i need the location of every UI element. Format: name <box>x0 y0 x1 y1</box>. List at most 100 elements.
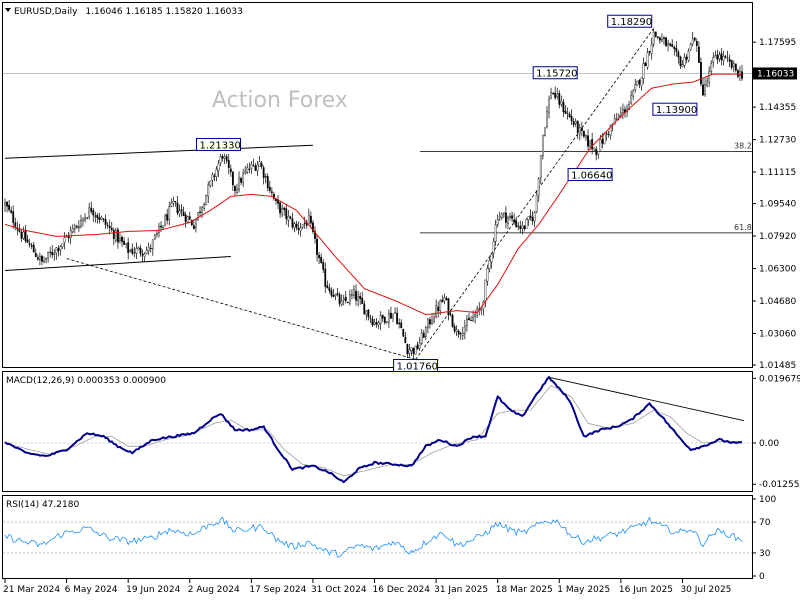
candle-body-182 <box>377 322 380 326</box>
candle-60 <box>127 237 130 260</box>
collapse-triangle-icon[interactable] <box>5 8 11 12</box>
candle-body-21 <box>47 251 50 259</box>
candle-body-323 <box>667 43 669 46</box>
candle-217 <box>449 309 452 317</box>
candle-body-125 <box>260 163 263 167</box>
candle-body-126 <box>262 167 265 178</box>
candle-226 <box>468 312 470 321</box>
main-y-tick-label-8: 1.03060 <box>759 329 796 339</box>
candle-174 <box>361 291 364 304</box>
price-annotation-1: 1.01760 <box>393 358 439 372</box>
candle-136 <box>283 206 286 216</box>
fib-level-label-1: 61.8 <box>734 223 752 232</box>
candle-153 <box>318 252 320 265</box>
candle-body-321 <box>663 37 665 39</box>
candle-45 <box>96 213 99 224</box>
candle-body-117 <box>244 170 247 173</box>
candle-268 <box>554 86 557 100</box>
main-y-tick-label-0: 1.17595 <box>759 38 796 48</box>
candle-99 <box>207 181 210 204</box>
candle-body-45 <box>96 215 99 219</box>
candle-body-24 <box>53 253 56 255</box>
candle-345 <box>712 52 715 68</box>
candle-body-325 <box>671 44 674 48</box>
candle-body-250 <box>517 225 520 227</box>
candle-body-316 <box>652 31 655 45</box>
candle-body-255 <box>527 216 530 221</box>
price-annotation-label-0: 1.21330 <box>200 140 241 151</box>
candle-body-162 <box>336 293 339 295</box>
candle-body-27 <box>59 246 62 251</box>
candle-body-83 <box>174 201 177 203</box>
candle-287 <box>593 147 596 151</box>
candle-289 <box>597 150 600 159</box>
candle-body-18 <box>41 255 43 262</box>
candle-body-341 <box>704 83 706 95</box>
candle-348 <box>718 51 721 63</box>
candle-135 <box>281 204 284 218</box>
candle-84 <box>176 195 179 216</box>
candle-343 <box>708 66 711 88</box>
candle-body-66 <box>139 247 142 254</box>
candle-body-218 <box>451 314 454 327</box>
ohlc-readout: 1.16046 1.16185 1.15820 1.16033 <box>85 7 242 17</box>
candle-122 <box>254 163 257 172</box>
candle-265 <box>548 95 550 119</box>
candle-body-294 <box>607 134 610 136</box>
candle-body-183 <box>379 315 382 324</box>
candle-body-53 <box>112 230 115 239</box>
candle-body-56 <box>119 238 121 241</box>
candle-109 <box>227 153 230 175</box>
candle-body-268 <box>554 92 557 98</box>
candle-278 <box>574 118 577 127</box>
candle-151 <box>314 226 316 244</box>
candle-97 <box>203 202 206 211</box>
candle-body-266 <box>550 92 552 99</box>
candle-29 <box>63 232 66 250</box>
candle-body-36 <box>78 226 80 228</box>
candle-352 <box>726 50 729 63</box>
candle-body-42 <box>90 207 93 212</box>
candle-body-171 <box>355 290 357 301</box>
last-price-tag <box>753 67 797 80</box>
candle-33 <box>71 224 74 234</box>
candle-329 <box>679 55 682 70</box>
candle-body-105 <box>219 156 222 164</box>
candle-body-219 <box>453 326 456 332</box>
candle-body-107 <box>223 156 226 159</box>
candle-356 <box>734 63 737 73</box>
candle-252 <box>521 221 524 235</box>
candle-262 <box>541 134 544 160</box>
candle-206 <box>427 317 429 334</box>
candle-222 <box>459 331 462 340</box>
candle-body-35 <box>75 226 78 228</box>
candle-193 <box>400 319 403 329</box>
main-y-tick-label-1: 1.14355 <box>759 103 796 113</box>
candle-189 <box>392 313 394 323</box>
candle-41 <box>88 202 91 220</box>
candle-200 <box>414 345 417 355</box>
candle-61 <box>129 248 132 253</box>
candle-body-86 <box>180 209 183 212</box>
candle-body-58 <box>123 240 125 245</box>
x-tick-label-3: 2 Aug 2024 <box>188 585 240 595</box>
candle-body-307 <box>634 84 637 90</box>
candle-body-221 <box>457 330 460 335</box>
main-y-tick-label-4: 1.09540 <box>759 200 796 210</box>
candle-244 <box>505 206 507 229</box>
candle-51 <box>108 219 111 235</box>
candle-body-90 <box>188 216 191 220</box>
candle-127 <box>264 173 267 184</box>
candle-162 <box>336 287 339 297</box>
candle-64 <box>135 242 138 260</box>
candle-68 <box>143 252 146 263</box>
candle-body-216 <box>447 298 450 316</box>
candle-body-292 <box>603 134 606 145</box>
candle-253 <box>523 225 526 232</box>
main-pane-frame <box>2 2 753 368</box>
candle-313 <box>646 47 649 70</box>
candle-73 <box>153 234 156 241</box>
macd-y-tick-label-1: 0.00 <box>759 439 779 449</box>
candle-281 <box>580 121 583 137</box>
candle-body-51 <box>108 225 111 229</box>
